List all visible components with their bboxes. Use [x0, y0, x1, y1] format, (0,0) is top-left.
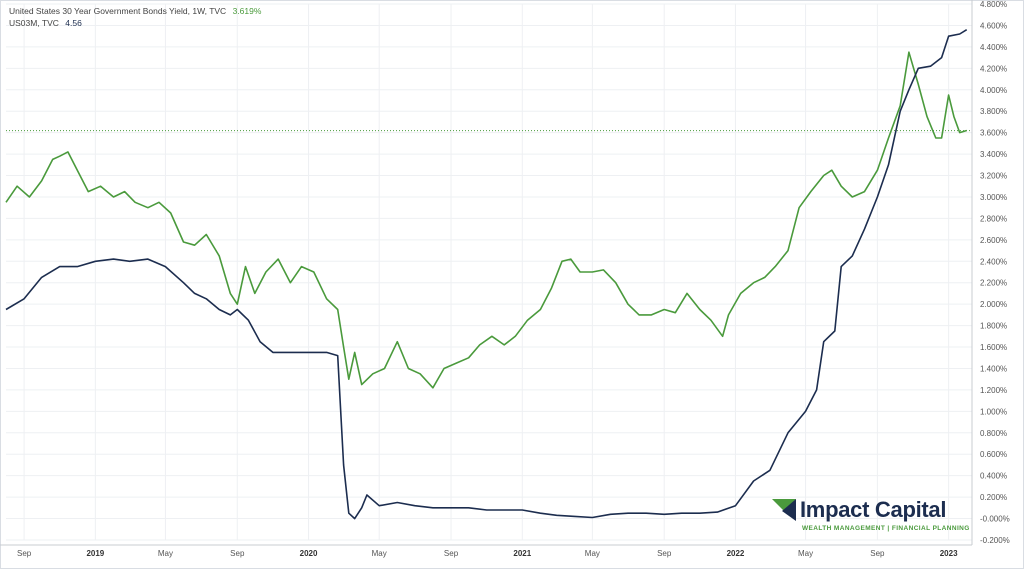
y-tick-label: 1.200% [980, 386, 1007, 395]
legend-series-1-value: 3.619% [232, 6, 262, 16]
legend-series-2-label: US03M, TVC [9, 18, 59, 28]
y-tick-label: 2.600% [980, 236, 1007, 245]
grid-lines [0, 0, 973, 546]
y-axis: 4.800% 4.600% 4.400% 4.200% 4.000% 3.800% 3.60… [980, 0, 1010, 545]
x-tick-label: 2023 [940, 549, 958, 558]
y-tick-label: 3.600% [980, 129, 1007, 138]
x-tick-label: Sep [444, 549, 459, 558]
x-tick-label: 2021 [513, 549, 531, 558]
y-tick-label: 4.600% [980, 21, 1007, 30]
x-tick-label: May [798, 549, 813, 558]
y-tick-label: -0.200% [980, 536, 1010, 545]
y-tick-label: 0.200% [980, 493, 1007, 502]
y-tick-label: 1.800% [980, 322, 1007, 331]
y-tick-label: 4.000% [980, 86, 1007, 95]
y-tick-label: 4.400% [980, 43, 1007, 52]
y-tick-label: 2.000% [980, 300, 1007, 309]
x-tick-label: Sep [870, 549, 885, 558]
x-tick-label: Sep [230, 549, 245, 558]
series-line-30y-bond-yield [5, 51, 967, 389]
legend-series-1[interactable]: United States 30 Year Government Bonds Y… [9, 6, 261, 16]
series-layer [5, 29, 968, 520]
y-tick-label: 1.600% [980, 343, 1007, 352]
y-tick-label: 3.800% [980, 107, 1007, 116]
y-tick-label: 1.400% [980, 364, 1007, 373]
x-tick-label: Sep [17, 549, 32, 558]
x-tick-label: 2019 [86, 549, 104, 558]
y-tick-label: 3.000% [980, 193, 1007, 202]
legend-series-2-value: 4.56 [65, 18, 82, 28]
legend-series-2[interactable]: US03M, TVC 4.56 [9, 18, 82, 28]
y-tick-label: 0.800% [980, 429, 1007, 438]
x-tick-label: May [158, 549, 173, 558]
x-tick-label: 2022 [727, 549, 745, 558]
x-tick-label: 2020 [300, 549, 318, 558]
legend-series-1-label: United States 30 Year Government Bonds Y… [9, 6, 227, 16]
y-tick-label: 2.200% [980, 279, 1007, 288]
y-tick-label: 0.400% [980, 472, 1007, 481]
y-tick-label: 3.200% [980, 172, 1007, 181]
y-tick-label: -0.000% [980, 515, 1010, 524]
brand-mark-icon [772, 499, 796, 521]
series-line-us03m [5, 29, 968, 520]
brand-name: Impact Capital [800, 497, 947, 522]
brand-tagline: WEALTH MANAGEMENT | FINANCIAL PLANNING [802, 525, 970, 532]
y-tick-label: 4.200% [980, 64, 1007, 73]
y-tick-label: 1.000% [980, 407, 1007, 416]
x-tick-label: May [585, 549, 600, 558]
x-axis: Sep 2019 May Sep 2020 May Sep 2021 May Sep 2022 May… [17, 549, 958, 558]
x-tick-label: Sep [657, 549, 672, 558]
brand-logo: Impact Capital WEALTH MANAGEMENT | FINAN… [772, 497, 972, 537]
y-tick-label: 2.400% [980, 257, 1007, 266]
y-tick-label: 4.800% [980, 0, 1007, 9]
x-tick-label: May [372, 549, 387, 558]
y-tick-label: 3.400% [980, 150, 1007, 159]
y-tick-label: 2.800% [980, 214, 1007, 223]
y-tick-label: 0.600% [980, 450, 1007, 459]
